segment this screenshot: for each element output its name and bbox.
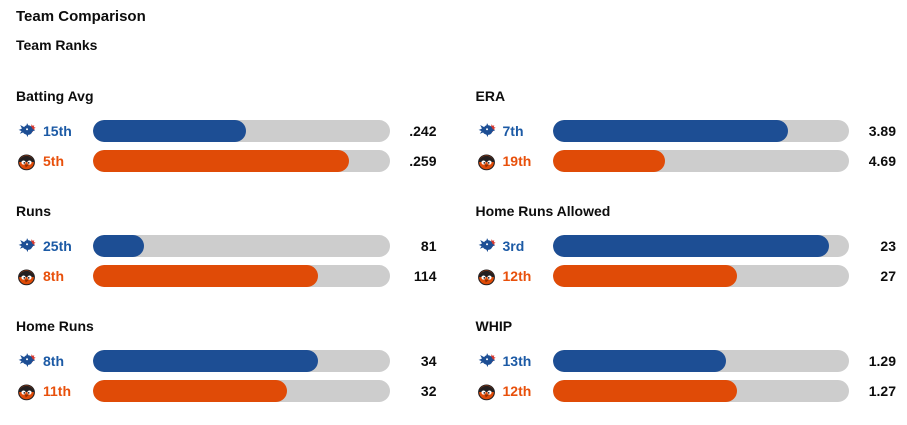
team-stat-row: 8th 34 [16,349,437,373]
team-rank-label: 25th [43,238,72,254]
stat-label: WHIP [475,318,513,334]
team-stat-row: 3rd 23 [476,234,896,258]
team-rank-label: 11th [43,383,72,399]
rank-bar-track [552,150,849,172]
team-stat-row: 15th .242 [16,119,437,143]
rank-bar-track [552,235,849,257]
orioles-logo-icon [476,381,497,402]
stat-value: 23 [880,238,896,254]
rank-bar-track [93,150,390,172]
stat-value: 81 [420,238,437,254]
stat-value: .242 [409,123,437,139]
stat-value: 4.69 [868,153,896,169]
team-stat-row: 25th 81 [16,234,437,258]
rank-bar-fill [552,235,829,257]
team-stat-row: 12th 1.27 [476,379,896,403]
rank-bar-track [93,380,390,402]
blue-jays-logo-icon [476,236,497,257]
team-rank-label: 12th [502,383,532,399]
rank-bar-fill [552,265,737,287]
stat-value: 34 [420,353,437,369]
stat-section-home-runs: Home Runs 8th 34 11th 32 [16,318,437,403]
team-stat-row: 8th 114 [16,264,437,288]
stat-value: 1.27 [868,383,896,399]
stats-grid: Batting Avg 15th .242 5th .259 ERA 7th 3… [0,88,907,425]
stat-section-batting-avg: Batting Avg 15th .242 5th .259 [16,88,437,173]
stat-label: ERA [475,88,506,104]
team-rank-label: 8th [43,353,64,369]
rank-bar-track [93,265,390,287]
stat-label: Home Runs [16,318,94,334]
stat-value: 27 [880,268,896,284]
team-stat-row: 11th 32 [16,379,437,403]
blue-jays-logo-icon [16,236,37,257]
team-rank-label: 15th [43,123,72,139]
rank-bar-fill [552,150,665,172]
blue-jays-logo-icon [476,351,497,372]
team-stat-row: 12th 27 [476,264,896,288]
stat-section-era: ERA 7th 3.89 19th 4.69 [475,88,896,173]
rank-bar-fill [552,380,737,402]
blue-jays-logo-icon [476,121,497,142]
team-stat-row: 13th 1.29 [476,349,896,373]
orioles-logo-icon [476,151,497,172]
rank-bar-fill [93,150,349,172]
stat-section-whip: WHIP 13th 1.29 12th 1.27 [475,318,896,403]
blue-jays-logo-icon [16,121,37,142]
stat-label: Home Runs Allowed [475,203,611,219]
orioles-logo-icon [16,151,37,172]
rank-bar-fill [93,265,319,287]
rank-bar-track [93,120,390,142]
orioles-logo-icon [16,381,37,402]
page-title: Team Comparison [16,8,146,25]
stat-value: 3.89 [868,123,896,139]
rank-bar-track [552,380,849,402]
team-stat-row: 19th 4.69 [476,149,896,173]
stat-value: .259 [409,153,437,169]
orioles-logo-icon [476,266,497,287]
rank-bar-fill [93,120,247,142]
rank-bar-fill [552,350,727,372]
stat-label: Batting Avg [16,88,94,104]
team-stat-row: 5th .259 [16,149,437,173]
team-rank-label: 13th [502,353,532,369]
rank-bar-fill [93,380,288,402]
rank-bar-fill [93,350,319,372]
stat-value: 114 [413,268,437,284]
team-rank-label: 19th [502,153,532,169]
stat-value: 32 [420,383,437,399]
rank-bar-track [552,120,849,142]
section-subtitle: Team Ranks [16,37,98,53]
stat-section-home-runs-allowed: Home Runs Allowed 3rd 23 12th 27 [475,203,896,288]
stat-section-runs: Runs 25th 81 8th 114 [16,203,437,288]
rank-bar-track [93,235,390,257]
stat-value: 1.29 [868,353,896,369]
rank-bar-track [552,350,849,372]
team-rank-label: 8th [43,268,64,284]
rank-bar-fill [552,120,788,142]
rank-bar-track [93,350,390,372]
rank-bar-fill [93,235,144,257]
orioles-logo-icon [16,266,37,287]
blue-jays-logo-icon [16,351,37,372]
team-rank-label: 7th [502,123,524,139]
team-stat-row: 7th 3.89 [476,119,896,143]
team-rank-label: 3rd [502,238,525,254]
team-rank-label: 5th [43,153,64,169]
stat-label: Runs [16,203,51,219]
rank-bar-track [552,265,849,287]
team-rank-label: 12th [502,268,532,284]
